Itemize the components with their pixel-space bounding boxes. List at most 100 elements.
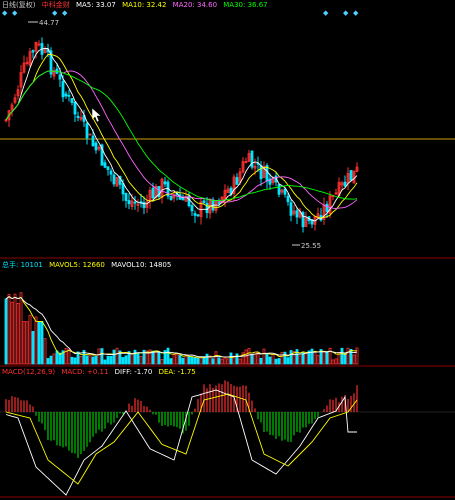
macd-title: MACD(12,26,9)	[2, 368, 56, 376]
volume-bar	[205, 353, 209, 365]
volume-bar	[22, 320, 26, 365]
volume-bar	[349, 348, 353, 365]
diff-value: DIFF: -1.70	[114, 368, 153, 376]
volume-bar	[91, 356, 95, 365]
volume-bar	[214, 351, 218, 365]
volume-bar	[94, 355, 98, 365]
volume-bar	[88, 354, 92, 365]
ma20-label: MA20: 34.60	[172, 1, 218, 9]
candle-body	[103, 162, 107, 168]
volume-bar	[184, 355, 188, 365]
volume-bar	[343, 352, 347, 365]
candle-body	[16, 89, 20, 97]
candle-body	[136, 203, 140, 206]
diff-line	[5, 389, 357, 496]
volume-bar	[103, 359, 107, 365]
volume-bar	[13, 293, 17, 365]
candle-body	[145, 201, 149, 208]
mavol5-line	[5, 296, 357, 359]
diamond-icon[interactable]: ◆	[12, 9, 18, 17]
candle-body	[64, 93, 68, 97]
ma10-label: MA10: 32.42	[122, 1, 167, 9]
volume-bar	[70, 356, 74, 365]
candle-body	[238, 171, 242, 183]
diamond-icon[interactable]: ◆	[323, 9, 329, 17]
volume-bar	[247, 348, 251, 365]
volume-bar	[28, 314, 32, 365]
volume-bar	[322, 350, 326, 365]
volume-bar	[307, 350, 311, 365]
candle-body	[109, 170, 113, 175]
candle-body	[163, 181, 167, 185]
candle-body	[133, 201, 137, 204]
volume-bar	[25, 321, 29, 365]
candle-body	[151, 187, 155, 199]
candle-body	[304, 217, 308, 227]
diamond-icon[interactable]: ◆	[2, 9, 8, 17]
volume-bar	[190, 356, 194, 365]
mavol10-label: MAVOL10: 14805	[111, 261, 172, 269]
volume-bar	[40, 320, 44, 365]
volume-bar	[148, 349, 152, 365]
volume-bar	[169, 358, 173, 365]
ma5-label: MA5: 33.07	[75, 1, 116, 9]
volume-bar	[31, 331, 35, 365]
macd-legend: MACD(12,26,9) MACD: +0.11 DIFF: -1.70 DE…	[2, 367, 200, 377]
volume-bar	[43, 338, 47, 365]
volume-bar	[157, 352, 161, 365]
volume-bar	[46, 358, 50, 365]
candle-body	[280, 189, 284, 193]
volume-bar	[115, 347, 119, 365]
candle-body	[34, 41, 38, 52]
volume-bar	[316, 354, 320, 365]
volume-bar	[127, 351, 131, 365]
candle-body	[25, 61, 29, 64]
dea-value: DEA: -1.75	[158, 368, 196, 376]
candle-body	[70, 98, 74, 103]
candle-body	[37, 43, 41, 46]
ma20-line	[5, 70, 358, 210]
volume-bar	[172, 353, 176, 365]
candle-body	[202, 200, 206, 204]
diamond-icon[interactable]: ◆	[62, 9, 68, 17]
volume-bar	[49, 355, 53, 365]
candle-body	[31, 50, 35, 53]
diamond-icon[interactable]: ◆	[52, 9, 58, 17]
volume-bar	[298, 355, 302, 365]
volume-bar	[121, 357, 125, 365]
volume-bar	[346, 347, 350, 365]
low-marker-label: 25.55	[301, 242, 321, 250]
total-volume-label: 总手: 10101	[2, 261, 43, 269]
diamond-icon[interactable]: ◆	[353, 9, 359, 17]
volume-bar	[100, 348, 104, 365]
candle-body	[247, 153, 251, 162]
volume-bar	[238, 358, 242, 365]
volume-bar	[106, 355, 110, 365]
candle-body	[343, 181, 347, 187]
diamond-icon[interactable]: ◆	[343, 9, 349, 17]
ma30-label: MA30: 36.67	[223, 1, 268, 9]
volume-bar	[250, 354, 254, 365]
volume-bar	[124, 355, 128, 365]
candle-body	[160, 178, 164, 198]
candle-body	[79, 117, 83, 120]
candle-body	[4, 119, 8, 122]
volume-bar	[187, 356, 191, 365]
volume-bar	[52, 353, 56, 365]
volume-bar	[340, 347, 344, 365]
candle-body	[292, 210, 296, 215]
candle-body	[250, 150, 254, 168]
candle-body	[67, 94, 71, 97]
volume-bar	[229, 352, 233, 365]
volume-bar	[79, 356, 83, 365]
candle-body	[205, 202, 209, 213]
candle-body	[88, 133, 92, 136]
volume-bar	[223, 357, 227, 365]
volume-bar	[58, 352, 62, 365]
volume-bar	[133, 349, 137, 365]
period-label[interactable]: 日线(复权)	[2, 1, 36, 9]
volume-bar	[67, 348, 71, 365]
volume-bar	[193, 357, 197, 365]
volume-bar	[4, 298, 8, 365]
